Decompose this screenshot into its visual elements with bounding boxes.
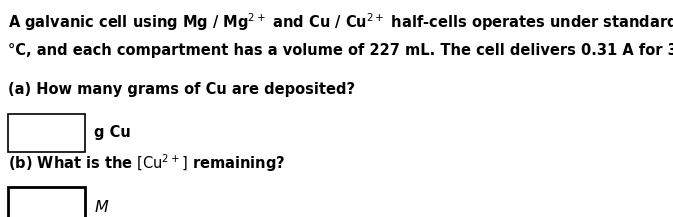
Text: $M$: $M$ xyxy=(94,199,109,215)
FancyBboxPatch shape xyxy=(8,187,85,217)
Text: g Cu: g Cu xyxy=(94,125,131,140)
Text: °C, and each compartment has a volume of 227 mL. The cell delivers 0.31 A for 32: °C, and each compartment has a volume of… xyxy=(8,43,673,58)
Text: A galvanic cell using Mg / Mg$^{2+}$ and Cu / Cu$^{2+}$ half-cells operates unde: A galvanic cell using Mg / Mg$^{2+}$ and… xyxy=(8,11,673,33)
Text: (b) What is the $\left[\mathrm{Cu}^{2+}\right]$ remaining?: (b) What is the $\left[\mathrm{Cu}^{2+}\… xyxy=(8,152,285,174)
FancyBboxPatch shape xyxy=(8,114,85,152)
Text: (a) How many grams of Cu are deposited?: (a) How many grams of Cu are deposited? xyxy=(8,82,355,97)
